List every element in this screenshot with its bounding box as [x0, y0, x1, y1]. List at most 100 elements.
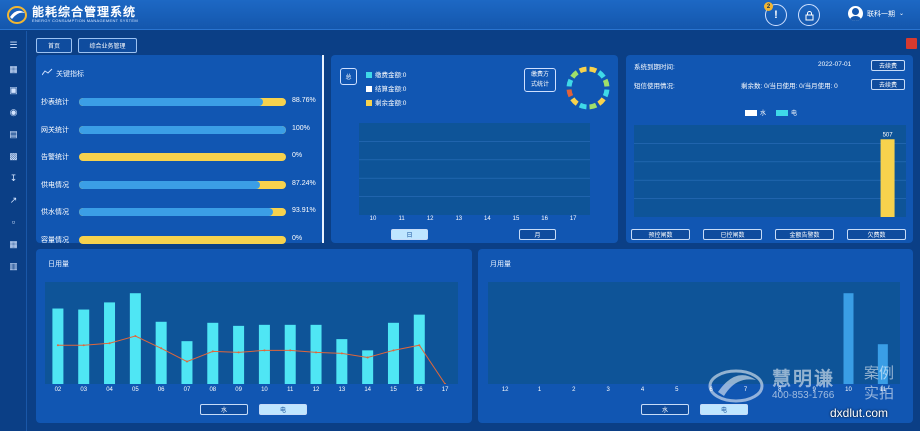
daily-water-button[interactable]: 水 — [200, 404, 248, 415]
x-tick-label: 8 — [778, 387, 782, 393]
x-tick-label: 12 — [426, 216, 434, 222]
x-tick-label: 11 — [879, 387, 886, 393]
payment-donut — [566, 66, 610, 110]
kpi-progress-bar — [79, 180, 286, 189]
watermark-brand: 慧明谦 — [772, 369, 836, 390]
x-tick-label: 15 — [512, 216, 520, 222]
user-menu[interactable]: 联科一期 ⌄ — [848, 6, 904, 21]
trend-point — [108, 342, 111, 345]
kpi-value: 100% — [292, 124, 310, 132]
watermark-phone: 400-853-1766 — [772, 390, 835, 401]
message-icon[interactable]: ▩ — [9, 150, 18, 161]
money-icon[interactable]: ◉ — [9, 106, 18, 117]
x-tick-label: 14 — [484, 216, 491, 222]
x-tick-label: 12 — [312, 387, 320, 393]
x-tick-label: 11 — [398, 216, 405, 222]
fee-legend-item: 结算金额:0 — [366, 83, 406, 97]
x-tick-label: 10 — [845, 387, 852, 393]
chart-icon[interactable]: ↗ — [9, 194, 18, 205]
kpi-title: 关键指标 — [56, 71, 84, 78]
x-tick-label: 2 — [572, 387, 576, 393]
trend-point — [160, 347, 163, 350]
stat-button[interactable]: 预控闸数 — [631, 229, 690, 240]
trend-point — [340, 352, 343, 355]
trend-point — [444, 383, 447, 384]
kpi-label: 抄表统计 — [41, 99, 69, 106]
daily-title: 日用量 — [48, 261, 69, 268]
daily-bar — [362, 350, 374, 384]
notification-button[interactable]: ! 2 — [764, 2, 787, 26]
lock-icon — [805, 10, 813, 20]
trend-point — [134, 335, 137, 338]
daily-bar — [233, 325, 245, 384]
monthly-plot — [488, 282, 900, 384]
chevron-down-icon: ⌄ — [899, 11, 905, 17]
daily-panel: 日用量 02 03 04 05 06 07 08 09 10 11 12 13 14 15 16 17 水 电 — [36, 249, 472, 423]
sms-usage: 剩余数: 0/当日使用: 0/当月使用: 0 — [741, 83, 838, 90]
x-tick-label: 5 — [675, 387, 679, 393]
x-tick-label: 08 — [209, 387, 217, 393]
watermark-shoot: 实拍 — [864, 385, 895, 402]
trend-point — [237, 351, 240, 354]
donut-segment — [597, 97, 606, 106]
tab-home[interactable]: 首页 — [36, 38, 72, 53]
kpi-label: 供水情况 — [41, 209, 69, 216]
trend-point — [418, 344, 421, 347]
data-label: 507 — [883, 132, 894, 138]
document-icon[interactable]: ▤ — [9, 128, 18, 139]
fee-legend-item: 剩余金额:0 — [366, 97, 406, 111]
donut-segment — [566, 78, 574, 87]
stat-button[interactable]: 金额告警数 — [775, 229, 834, 240]
kpi-progress-bar — [79, 208, 286, 216]
monthly-elec-button[interactable]: 电 — [700, 404, 748, 415]
download-icon[interactable]: ↧ — [9, 172, 18, 183]
x-tick-label: 10 — [261, 387, 268, 393]
kpi-progress-bar — [79, 125, 286, 134]
kpi-progress-fill — [79, 98, 263, 106]
donut-segment — [602, 89, 610, 98]
donut-segment — [602, 78, 610, 87]
lock-button[interactable] — [798, 4, 820, 26]
daily-bar — [207, 322, 219, 384]
settings-doc-icon[interactable]: ▫ — [11, 217, 16, 227]
close-red-button[interactable] — [906, 38, 917, 49]
donut-segment — [566, 89, 574, 98]
stat-button[interactable]: 欠费数 — [847, 229, 906, 240]
daily-bar — [129, 293, 141, 384]
renew-button[interactable]: 去续费 — [871, 60, 905, 71]
daily-elec-button[interactable]: 电 — [259, 404, 307, 415]
x-tick-label: 02 — [54, 387, 62, 393]
legend-elec: 电 — [776, 108, 797, 117]
logo-icon — [7, 6, 27, 24]
trend-point — [289, 349, 292, 352]
menu-icon[interactable]: ☰ — [9, 39, 18, 50]
fee-panel: 总 缴费金额:0 结算金额:0 剩余金额:0 缴费方 式统计 10 11 12 13 14… — [331, 55, 618, 243]
kpi-progress-bar — [79, 235, 286, 244]
trend-icon — [42, 68, 53, 76]
monthly-water-button[interactable]: 水 — [641, 404, 689, 415]
watermark-site: dxdlut.com — [830, 406, 889, 420]
month-button[interactable]: 月 — [519, 229, 556, 240]
tab-business[interactable]: 综合业务管理 — [78, 38, 137, 53]
kpi-value: 87.24% — [292, 179, 316, 187]
app-title: 能耗综合管理系统 — [32, 5, 137, 19]
control-plot: 507 — [634, 125, 906, 217]
donut-segment — [589, 102, 598, 110]
donut-segment — [578, 66, 587, 74]
total-box: 总 — [340, 68, 357, 85]
x-tick-label: 03 — [80, 387, 88, 393]
fee-legend-item: 缴费金额:0 — [366, 69, 406, 83]
gallery-icon[interactable]: ▥ — [9, 260, 18, 271]
kpi-value: 0% — [292, 234, 303, 242]
daily-bar — [387, 322, 399, 384]
device-icon[interactable]: ▣ — [9, 84, 18, 95]
image-icon[interactable]: ▦ — [9, 63, 18, 74]
grid-icon[interactable]: ▦ — [9, 238, 18, 249]
day-button[interactable]: 日 — [391, 229, 428, 240]
sms-label: 短信使用情况: — [634, 83, 675, 90]
legend-water: 水 — [745, 108, 766, 117]
donut-segment — [578, 102, 587, 110]
renew-sms-button[interactable]: 去续费 — [871, 79, 905, 90]
stat-button[interactable]: 已控闸数 — [703, 229, 762, 240]
daily-bar — [155, 321, 167, 384]
